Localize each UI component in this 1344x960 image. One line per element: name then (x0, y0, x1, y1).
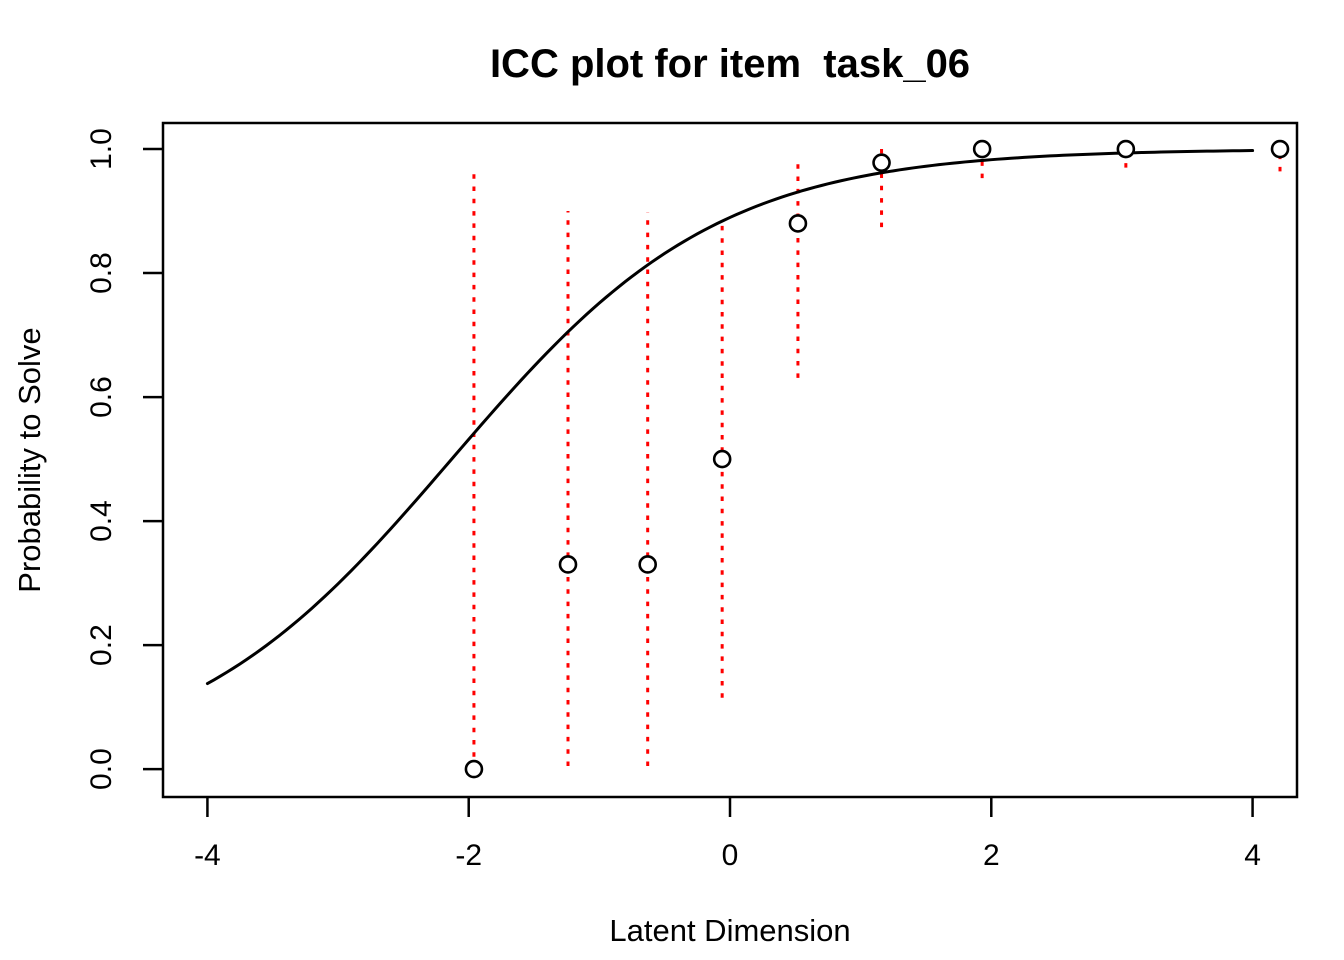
x-tick-label: -4 (194, 839, 221, 872)
data-point (788, 214, 808, 233)
data-point (712, 449, 732, 469)
y-axis-title: Probability to Solve (12, 327, 47, 593)
icc-curve (205, 149, 1255, 686)
y-tick-label: 0.0 (85, 748, 118, 790)
data-point (1270, 139, 1290, 159)
data-point (464, 759, 484, 779)
y-tick-label: 1.0 (85, 128, 118, 170)
x-tick-label: -2 (455, 839, 482, 872)
x-tick-label: 0 (722, 839, 739, 872)
y-tick-label: 0.6 (85, 376, 118, 418)
x-tick-label: 4 (1244, 839, 1261, 872)
y-tick-label: 0.8 (85, 252, 118, 294)
x-axis-title: Latent Dimension (609, 913, 851, 948)
data-point (1116, 139, 1136, 159)
data-point (558, 555, 578, 574)
chart-title: ICC plot for item task_06 (489, 42, 971, 86)
y-tick-label: 0.4 (85, 500, 118, 542)
data-point (972, 139, 992, 159)
data-point (638, 555, 657, 574)
y-tick-label: 0.2 (85, 624, 118, 666)
x-tick-label: 2 (983, 839, 1000, 872)
data-point (872, 153, 891, 172)
